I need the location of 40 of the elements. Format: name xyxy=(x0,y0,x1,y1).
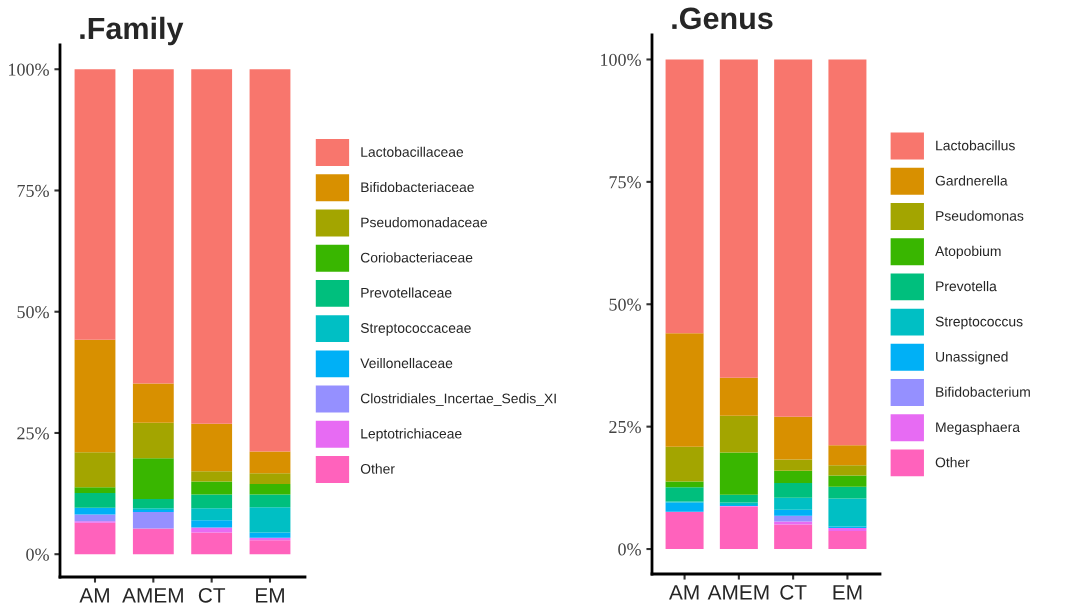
legend-label: Streptococcaceae xyxy=(360,323,471,336)
legend-label: Leptotrichiaceae xyxy=(361,428,462,442)
chart-title: .Family xyxy=(80,16,184,46)
y-tick-label: 50% xyxy=(17,305,49,319)
legend-label: Other xyxy=(935,457,970,468)
y-tick-label: 0% xyxy=(618,543,641,556)
legend-label: Bifidobacteriaceae xyxy=(361,181,474,193)
y-tick-label: 25% xyxy=(17,427,49,440)
legend-label: Lactobacillus xyxy=(936,140,1015,151)
legend-label: Prevotella xyxy=(936,281,997,292)
y-tick-label: 25% xyxy=(609,420,641,434)
y-tick-label: 75% xyxy=(609,176,641,189)
legend-label: Gardnerella xyxy=(935,175,1008,186)
legend-label: Veillonellaceae xyxy=(360,357,453,369)
legend-label: Coriobacteriaceae xyxy=(360,252,473,263)
x-tick-label: CT xyxy=(198,587,226,603)
legend-label: Atopobium xyxy=(935,245,1001,259)
legend-label: Streptococcus xyxy=(935,316,1023,330)
x-tick-label: AMEM xyxy=(122,588,183,603)
x-tick-label: AMEM xyxy=(707,585,769,600)
legend-label: Clostridiales_Incertae_Sedis_XI xyxy=(360,393,556,406)
x-tick-label: EM xyxy=(256,588,284,603)
x-tick-label: AM xyxy=(79,588,109,603)
y-tick-label: 100% xyxy=(601,53,641,66)
legend-label: Lactobacillaceae xyxy=(361,146,464,157)
chart-title: .Genus xyxy=(672,7,773,30)
x-tick-label: EM xyxy=(833,585,862,600)
legend-label: Other xyxy=(360,463,395,474)
legend-label: Unassigned xyxy=(936,351,1008,365)
legend-label: Bifidobacterium xyxy=(936,386,1030,397)
y-tick-label: 100% xyxy=(9,63,49,76)
legend-label: Megasphaera xyxy=(936,421,1020,435)
legend-label: Pseudomonadaceae xyxy=(361,217,488,228)
legend-label: Prevotellaceae xyxy=(361,287,452,298)
y-tick-label: 75% xyxy=(17,184,49,197)
y-tick-label: 50% xyxy=(609,298,641,311)
x-tick-label: CT xyxy=(780,584,807,600)
legend-label: Pseudomonas xyxy=(936,210,1024,221)
x-tick-label: AM xyxy=(668,585,699,600)
y-tick-label: 0% xyxy=(26,548,49,561)
